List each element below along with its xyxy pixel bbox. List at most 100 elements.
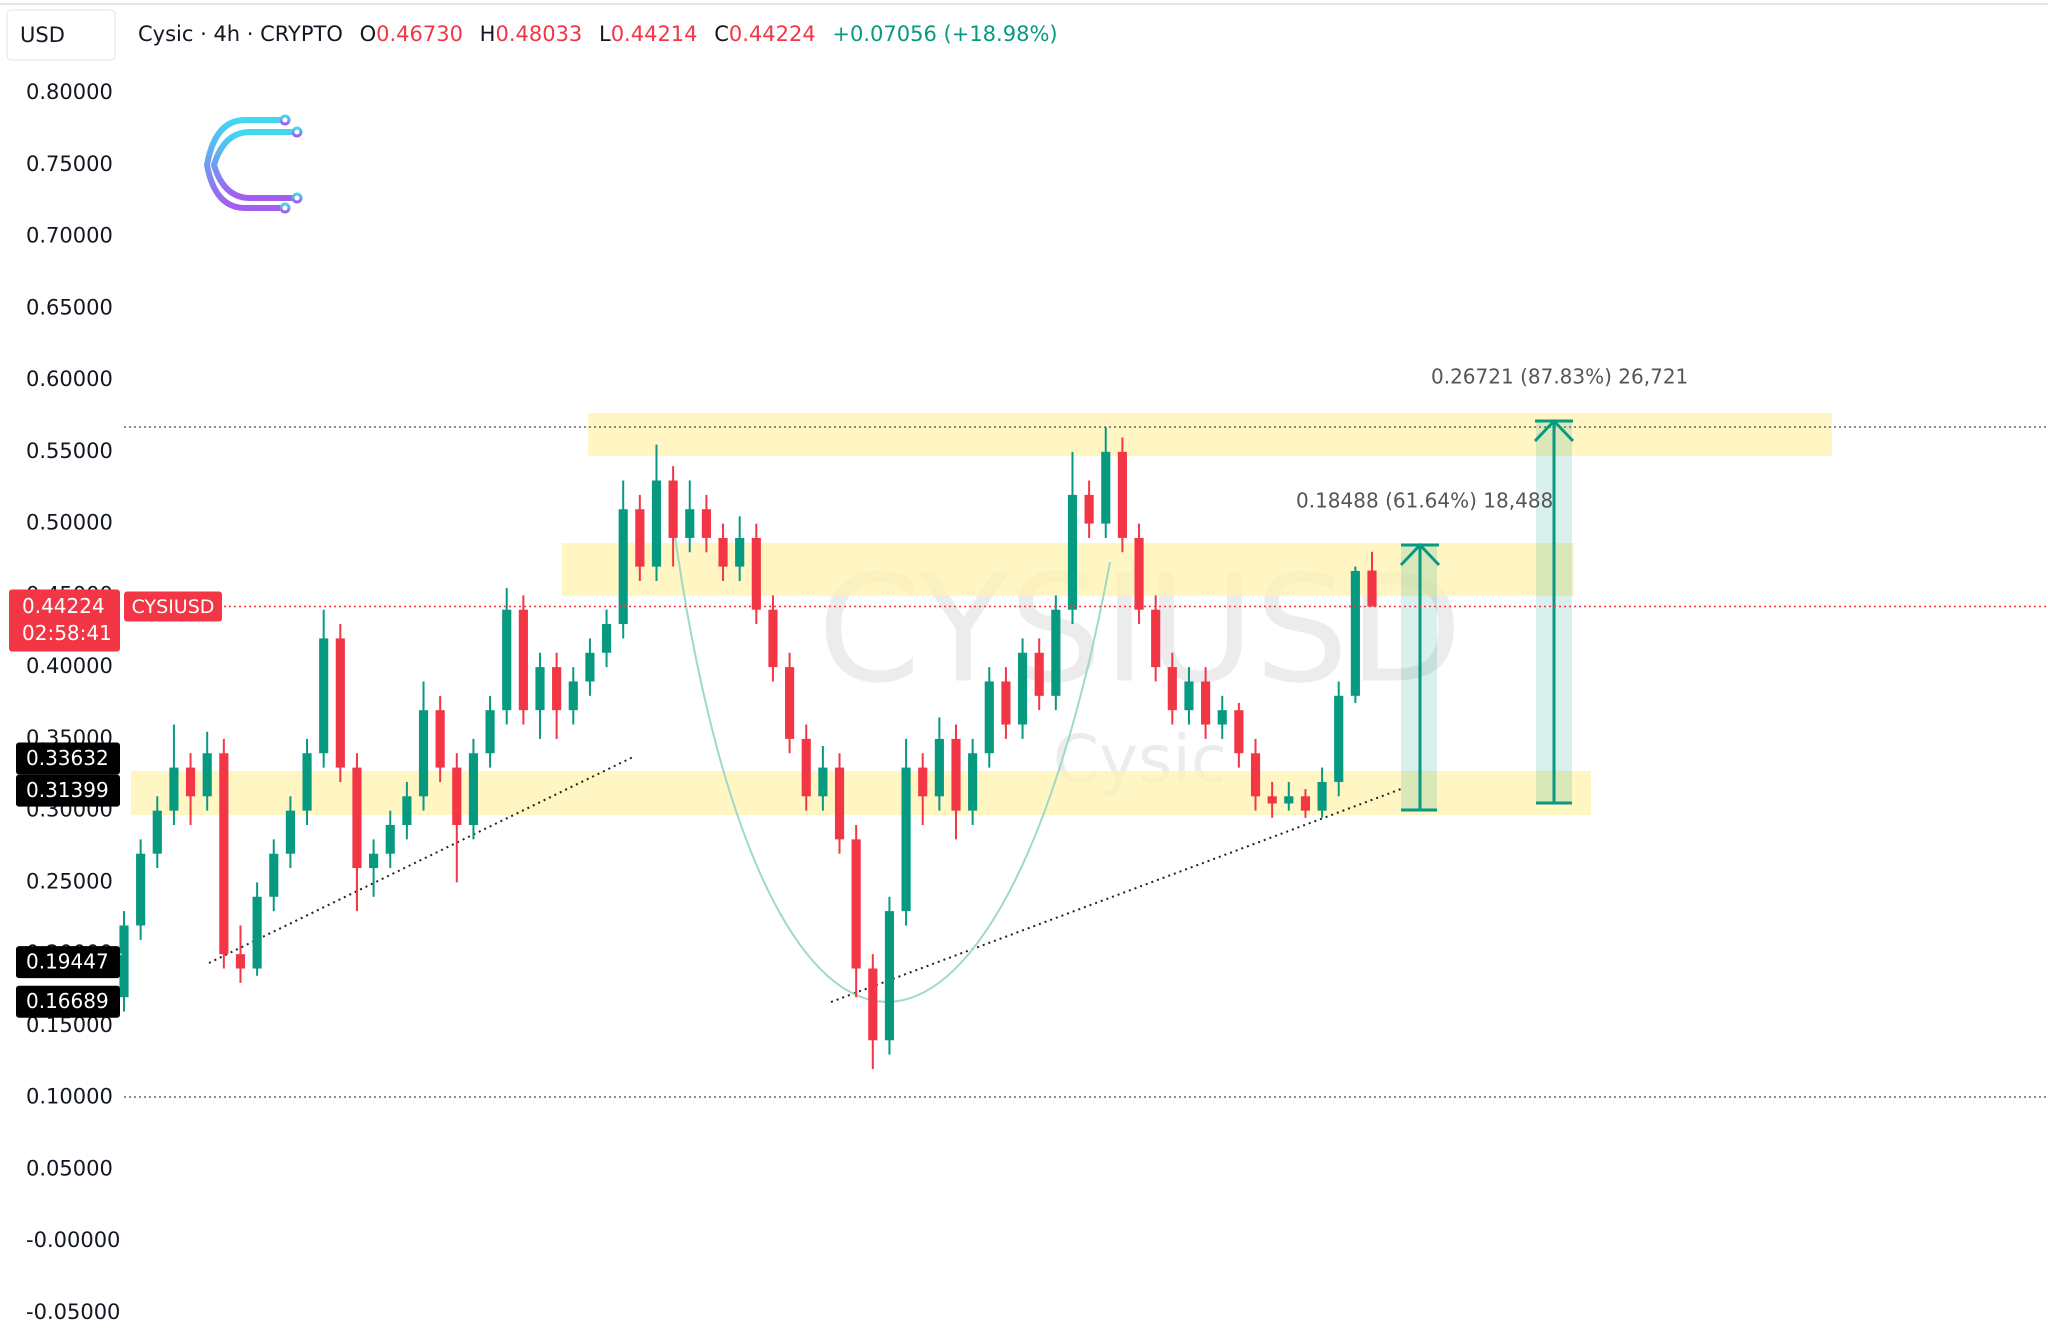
level-tag — [16, 742, 120, 775]
ohlc-value: 0.44214 — [611, 22, 698, 46]
candle-body — [269, 853, 279, 897]
candle-body — [1284, 796, 1294, 804]
candle-body — [235, 954, 246, 969]
candle-body — [934, 738, 944, 797]
trend-line[interactable] — [208, 756, 634, 964]
change: +0.07056 (+18.98%) — [832, 22, 1057, 46]
candle-body — [585, 652, 595, 682]
candle-body — [1250, 753, 1261, 797]
candle-body — [535, 667, 545, 711]
cup-curve[interactable] — [672, 521, 1111, 1003]
y-tick-label: -0.00000 — [26, 1228, 120, 1252]
candle-body — [984, 681, 994, 754]
level-tag — [16, 946, 120, 979]
candle-body — [1034, 652, 1044, 696]
price-axis: 0.80000 0.75000 0.70000 0.65000 0.60000 0.550… — [9, 80, 2048, 1324]
candle-body — [785, 667, 795, 739]
candle-body — [452, 767, 462, 825]
candle-body — [635, 509, 645, 567]
resistance-zone[interactable] — [588, 413, 1832, 456]
candle-body — [335, 638, 345, 768]
header: Cysic · 4h · CRYPTO O0.46730 H0.48033 L0… — [138, 22, 1058, 46]
level-tag-text: 0.19447 — [26, 950, 109, 974]
candle-body — [1234, 710, 1244, 754]
candle-body — [951, 738, 961, 811]
candle-body — [768, 609, 778, 668]
y-tick-label: 0.65000 — [26, 295, 113, 319]
y-tick-label: 0.05000 — [26, 1156, 113, 1180]
candle-body — [1300, 796, 1311, 811]
candle-body — [369, 853, 379, 869]
candle-body — [1117, 451, 1127, 538]
support-zone[interactable] — [131, 771, 1591, 815]
candle-body — [169, 767, 179, 811]
candle-body — [385, 825, 395, 854]
measure-label: 0.26721 (87.83%) 26,721 — [1431, 365, 1688, 389]
candle-body — [668, 480, 678, 538]
measure-arrows — [1399, 418, 1575, 812]
candle-body — [1317, 781, 1327, 811]
measure-label: 0.18488 (61.64%) 18,488 — [1296, 489, 1553, 513]
ticker-tag-text: CYSIUSD — [132, 596, 215, 618]
candle-body — [1051, 609, 1061, 696]
symbol: Cysic · 4h · CRYPTO — [138, 22, 343, 46]
currency: USD — [20, 23, 65, 47]
candle-body — [402, 796, 412, 825]
y-tick-label: 0.60000 — [26, 367, 113, 391]
candle-body — [285, 810, 295, 854]
candle-body — [818, 767, 828, 797]
candle-body — [319, 638, 329, 754]
y-tick-label: 0.25000 — [26, 869, 113, 893]
candle-body — [1184, 681, 1194, 711]
candle-body — [601, 624, 612, 653]
y-tick-label: 0.55000 — [26, 439, 113, 463]
candle-body — [152, 810, 162, 854]
logo — [203, 117, 299, 211]
logo-dots — [279, 114, 303, 214]
candle-body — [701, 509, 711, 538]
ohlc-key: L — [599, 22, 611, 46]
candle-body — [418, 710, 429, 797]
candle-body — [718, 537, 728, 567]
candle-body — [1001, 681, 1011, 725]
candle-body — [1267, 796, 1277, 804]
candle-body — [1334, 695, 1344, 782]
candle-body — [884, 911, 895, 1041]
candle-body — [1067, 494, 1078, 610]
candle-body — [485, 710, 495, 754]
candle-body — [136, 853, 146, 926]
candle-body — [202, 753, 212, 797]
candle-body — [352, 767, 362, 869]
ohlc-key: H — [480, 22, 496, 46]
level-tag-text: 0.16689 — [26, 989, 109, 1013]
y-tick-label: 0.70000 — [26, 224, 113, 248]
candle-body — [618, 509, 628, 625]
currency-box[interactable] — [6, 9, 116, 61]
price-tag-value: 0.44224 — [22, 594, 105, 618]
candle-body — [219, 753, 229, 955]
candle-body — [685, 509, 695, 538]
candle-body — [1217, 710, 1227, 725]
candle-body — [918, 767, 928, 797]
y-tick-label: 0.75000 — [26, 152, 113, 176]
candle-body — [901, 767, 911, 912]
ohlc-key: O — [360, 22, 377, 46]
candle-body — [568, 681, 578, 711]
candle-body — [968, 753, 978, 811]
level-tag-text: 0.33632 — [26, 746, 109, 770]
level-tag — [16, 774, 120, 807]
y-tick-label: 0.80000 — [26, 80, 113, 104]
trend-line[interactable] — [830, 788, 1402, 1003]
ohlc-key: C — [714, 22, 729, 46]
candle-body — [552, 667, 562, 711]
candle-body — [1350, 570, 1360, 696]
price-tag — [9, 589, 120, 652]
y-tick-label: 0.40000 — [26, 654, 113, 678]
ohlc-value: 0.48033 — [495, 22, 582, 46]
candle-body — [435, 710, 445, 768]
candles — [119, 427, 1377, 1069]
candle-body — [1017, 652, 1028, 725]
candle-body — [868, 968, 878, 1041]
candle-body — [468, 753, 479, 825]
ohlc-value: 0.44224 — [729, 22, 816, 46]
